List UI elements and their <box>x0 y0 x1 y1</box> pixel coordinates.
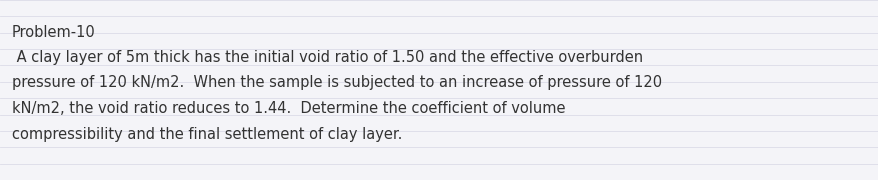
Text: compressibility and the final settlement of clay layer.: compressibility and the final settlement… <box>12 127 402 141</box>
Text: Problem-10: Problem-10 <box>12 25 96 40</box>
Text: pressure of 120 kN/m2.  When the sample is subjected to an increase of pressure : pressure of 120 kN/m2. When the sample i… <box>12 75 661 91</box>
Text: kN/m2, the void ratio reduces to 1.44.  Determine the coefficient of volume: kN/m2, the void ratio reduces to 1.44. D… <box>12 101 565 116</box>
Text: A clay layer of 5m thick has the initial void ratio of 1.50 and the effective ov: A clay layer of 5m thick has the initial… <box>12 50 643 65</box>
